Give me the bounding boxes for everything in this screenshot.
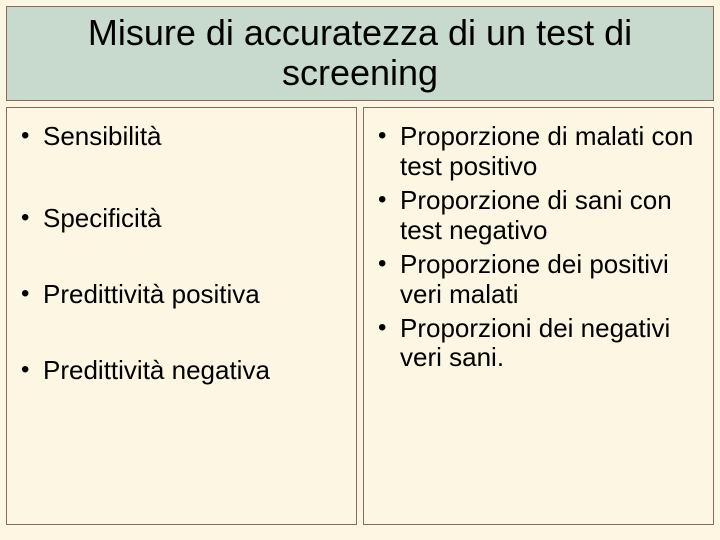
list-item: Proporzione di malati con test positivo: [374, 122, 699, 182]
columns: Sensibilità Specificità Predittività pos…: [6, 107, 714, 525]
list-item: Predittività positiva: [17, 280, 342, 310]
list-item: Proporzione dei positivi veri malati: [374, 250, 699, 310]
list-item: Predittività negativa: [17, 356, 342, 386]
right-list: Proporzione di malati con test positivo …: [374, 122, 699, 373]
slide: Misure di accuratezza di un test di scre…: [6, 6, 714, 534]
slide-title: Misure di accuratezza di un test di scre…: [17, 13, 703, 92]
right-column: Proporzione di malati con test positivo …: [363, 107, 714, 525]
list-item: Sensibilità: [17, 122, 342, 152]
list-item: Proporzione di sani con test negativo: [374, 186, 699, 246]
left-column: Sensibilità Specificità Predittività pos…: [6, 107, 357, 525]
left-list: Sensibilità Specificità Predittività pos…: [17, 122, 342, 386]
list-item: Specificità: [17, 204, 342, 234]
title-box: Misure di accuratezza di un test di scre…: [6, 6, 714, 101]
list-item: Proporzioni dei negativi veri sani.: [374, 314, 699, 374]
